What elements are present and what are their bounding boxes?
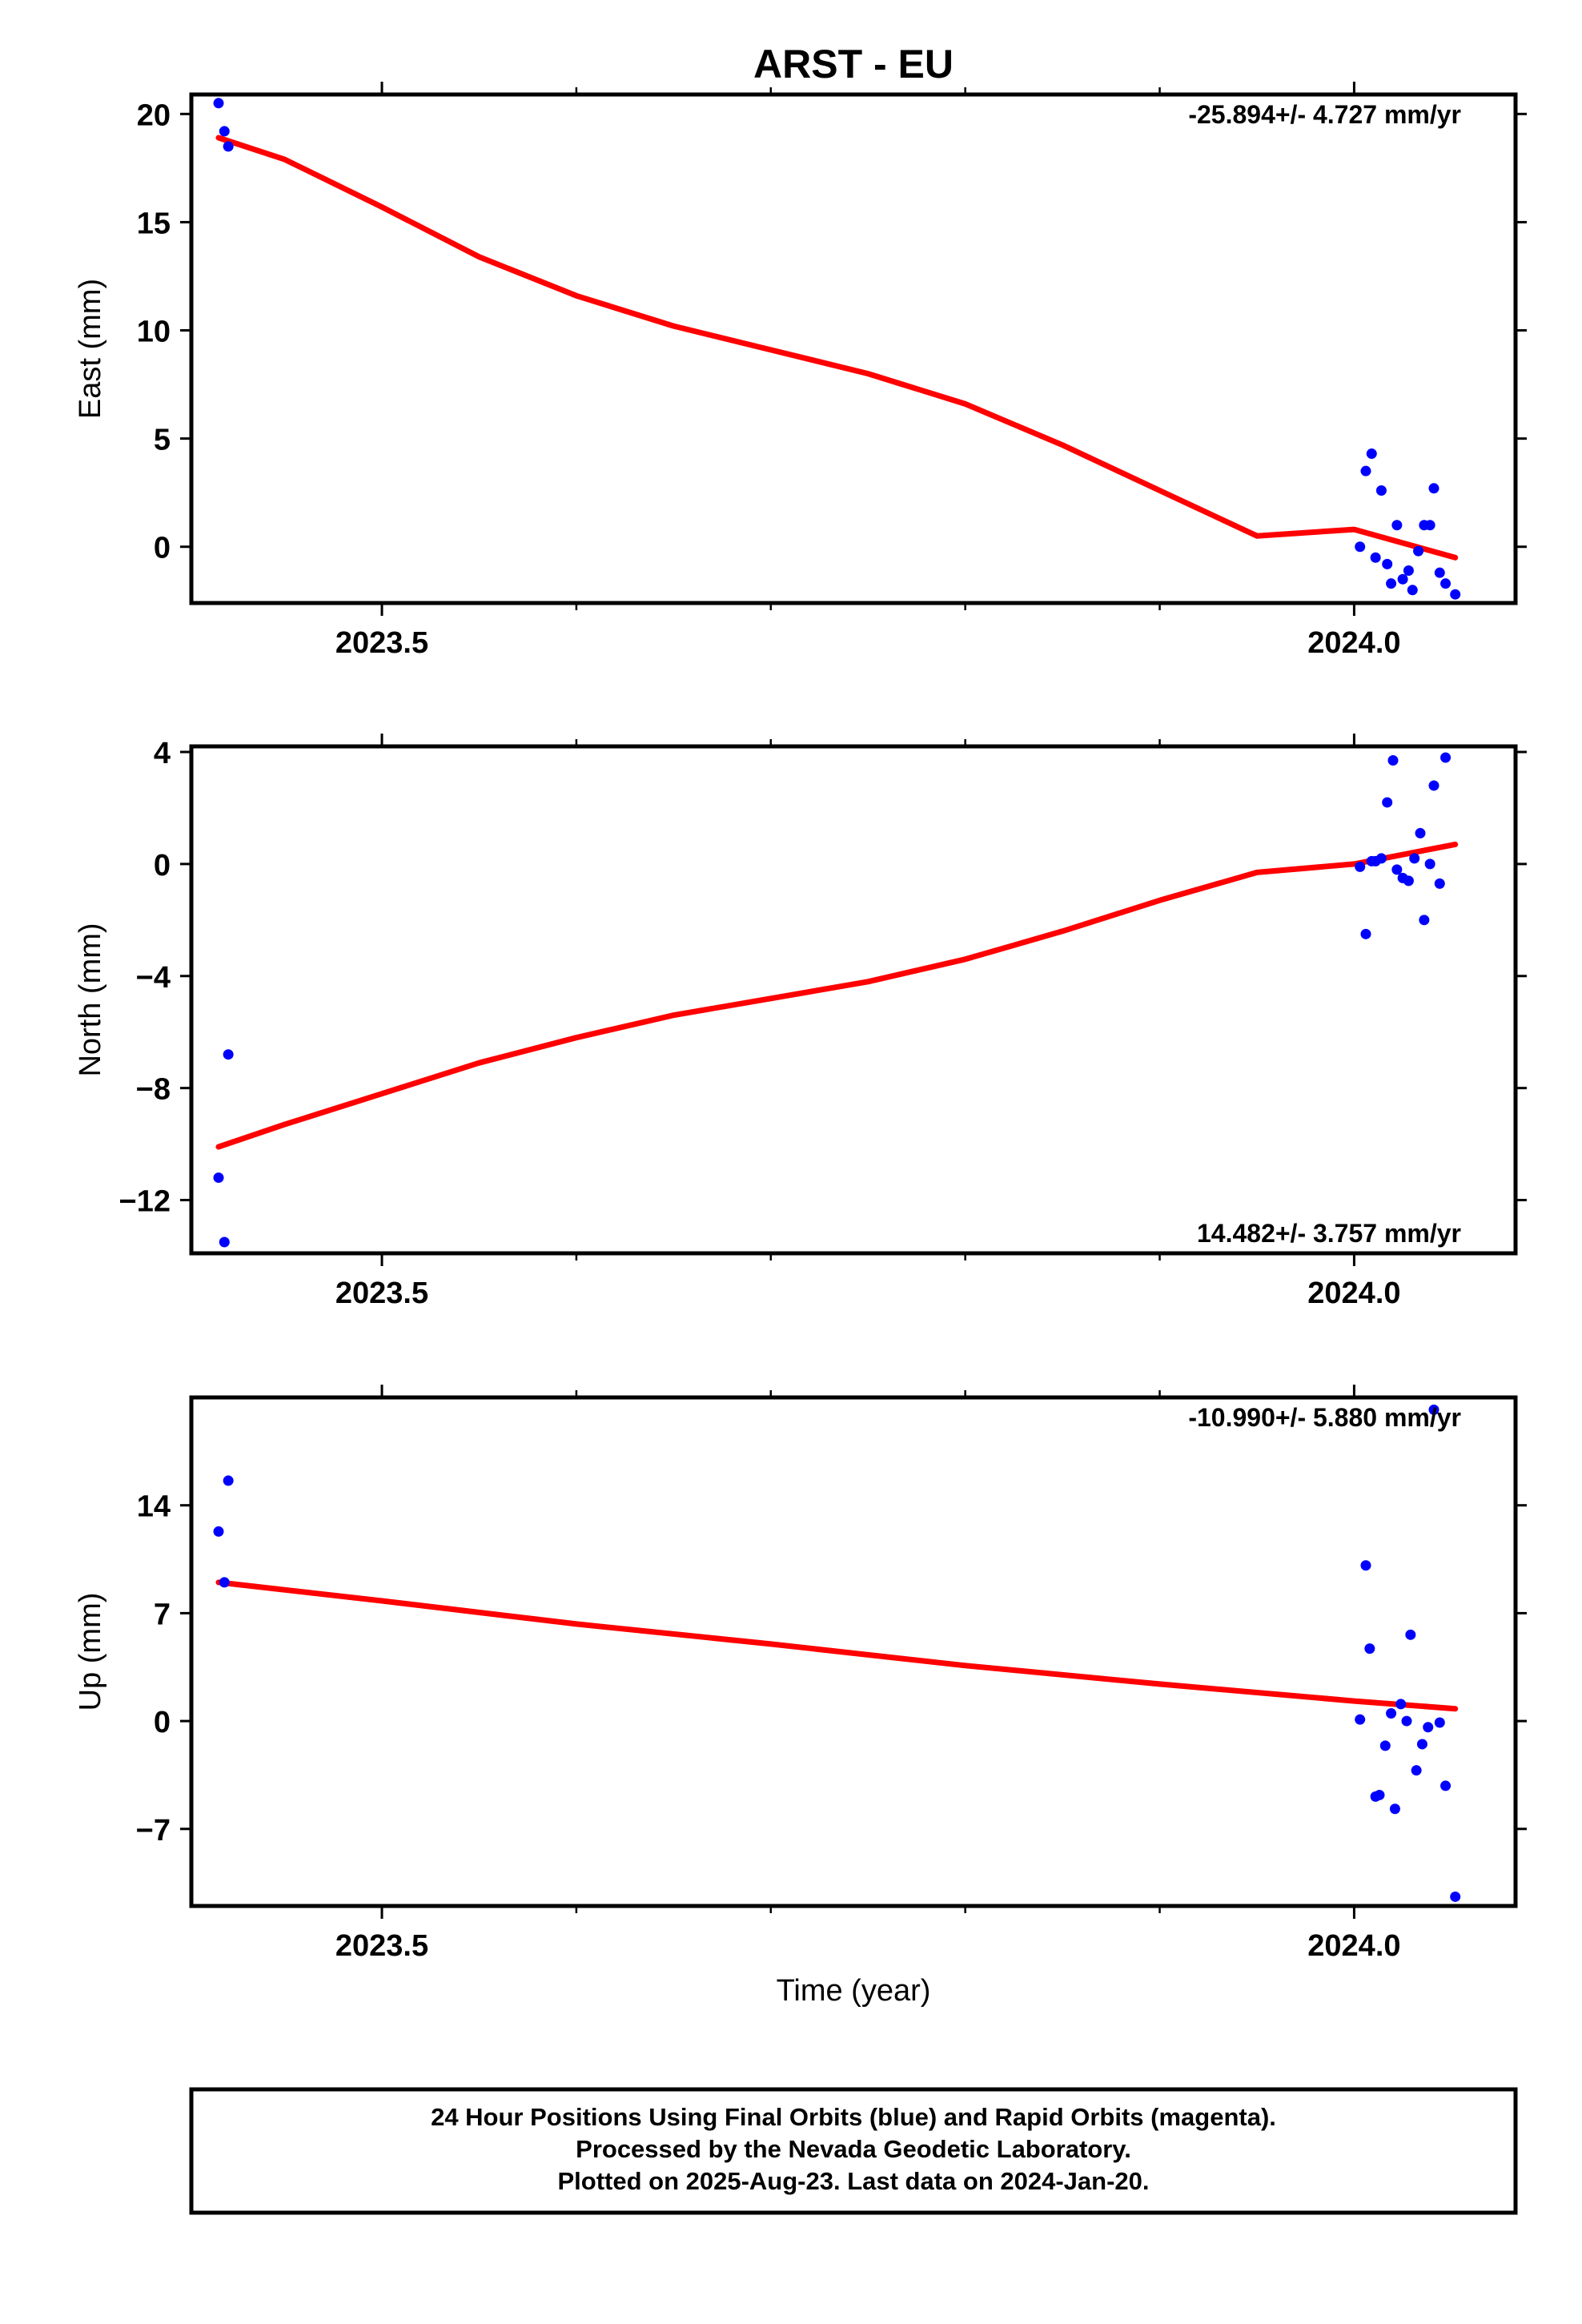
north-data-point: [1375, 853, 1387, 864]
east-data-point: [1360, 465, 1371, 476]
up-panel: −7 0 7 14 2023.5 2024.0 -10.990+/- 5.880 mm/yr…: [74, 1385, 1527, 1963]
north-rate-label: 14.482+/- 3.757 mm/yr: [1197, 1219, 1461, 1248]
up-data-point: [1355, 1714, 1366, 1725]
east-data-point: [213, 98, 224, 109]
north-data-point: [1428, 780, 1439, 791]
east-ytick-label: 0: [154, 532, 171, 565]
chart-title: ARST - EU: [753, 42, 954, 86]
up-data-point: [1386, 1707, 1397, 1719]
up-data-point: [1450, 1891, 1461, 1902]
up-data-point: [1360, 1560, 1371, 1571]
east-data-point: [1424, 520, 1435, 531]
north-ytick-label: 4: [154, 737, 171, 770]
up-data-point: [219, 1577, 230, 1588]
east-ytick-label: 10: [137, 316, 171, 349]
east-data-point: [1366, 448, 1377, 460]
up-frame: [189, 1395, 1518, 1908]
east-data-point: [1382, 558, 1393, 569]
north-data-point: [1382, 797, 1393, 808]
up-data-point: [223, 1475, 234, 1486]
up-ytick-label: 14: [137, 1490, 171, 1524]
east-data-point: [1391, 520, 1403, 531]
north-data-point: [1440, 752, 1452, 763]
east-data-point: [1450, 589, 1461, 600]
up-ytick-label: 0: [154, 1706, 171, 1739]
up-data-point: [1364, 1643, 1375, 1655]
east-rate-label: -25.894+/- 4.727 mm/yr: [1188, 100, 1461, 129]
up-data-point: [1374, 1789, 1385, 1800]
up-data-point: [1389, 1803, 1400, 1815]
east-data-point: [223, 141, 234, 152]
north-ytick-label: 0: [154, 849, 171, 883]
east-data-point: [1434, 567, 1445, 578]
north-xtick-label: 2023.5: [335, 1277, 428, 1310]
east-data-point: [1440, 578, 1452, 589]
up-data-point: [213, 1526, 224, 1537]
up-data-point: [1428, 1404, 1439, 1415]
north-panel: −12 −8 −4 0 4 2023.5 2024.0 14.482+/- 3.757 mm/…: [74, 734, 1527, 1310]
east-data-point: [1407, 585, 1418, 596]
north-data-point: [1424, 858, 1435, 870]
up-data-point: [1401, 1715, 1412, 1727]
north-data-point: [1403, 875, 1414, 887]
north-ytick-label: −12: [119, 1185, 171, 1219]
north-ytick-label: −8: [136, 1073, 171, 1107]
east-data-point: [1386, 578, 1397, 589]
east-data-point: [1375, 485, 1387, 496]
up-data-point: [1405, 1629, 1416, 1640]
north-data-point: [1387, 754, 1399, 766]
north-xtick-label: 2024.0: [1307, 1277, 1400, 1310]
up-data-point: [1440, 1780, 1452, 1791]
east-ytick-label: 15: [137, 207, 171, 240]
x-axis-label: Time (year): [777, 1974, 931, 2008]
north-data-point: [1355, 861, 1366, 872]
north-frame: [189, 744, 1518, 1256]
footer-line-1: 24 Hour Positions Using Final Orbits (bl…: [431, 2103, 1276, 2131]
east-ylabel: East (mm): [74, 279, 107, 419]
up-data-point: [1395, 1699, 1407, 1710]
east-fit-line: [215, 135, 1459, 561]
up-ytick-label: −7: [136, 1814, 171, 1848]
north-data-point: [1415, 827, 1426, 838]
north-data-point: [213, 1172, 224, 1184]
up-data-point: [1423, 1722, 1434, 1733]
north-ytick-label: −4: [136, 961, 171, 995]
east-frame: [189, 92, 1518, 605]
east-ytick-label: 5: [154, 424, 171, 457]
east-data-point: [1355, 541, 1366, 553]
up-xtick-label: 2023.5: [335, 1929, 428, 1963]
north-data-point: [1360, 928, 1371, 939]
east-xtick-label: 2023.5: [335, 626, 428, 660]
north-data-point: [1391, 864, 1403, 875]
up-data-point: [1379, 1740, 1391, 1751]
east-data-point: [1428, 483, 1439, 494]
north-ylabel: North (mm): [74, 923, 107, 1076]
east-data-point: [219, 126, 230, 137]
up-data-point: [1416, 1739, 1427, 1750]
up-ylabel: Up (mm): [74, 1593, 107, 1711]
north-data-point: [223, 1049, 234, 1060]
east-panel: 0 5 10 15 20 2023.5 2024.0 -25.894+/- 4.727 mm/…: [74, 82, 1527, 660]
north-fit-line: [215, 841, 1459, 1150]
north-data-point: [1409, 853, 1420, 864]
east-data-point: [1413, 545, 1424, 557]
up-data-point: [1411, 1765, 1422, 1776]
east-data-point: [1403, 565, 1414, 576]
up-xtick-label: 2024.0: [1307, 1929, 1400, 1963]
east-xtick-label: 2024.0: [1307, 626, 1400, 660]
footer-line-2: Processed by the Nevada Geodetic Laborat…: [576, 2135, 1131, 2163]
north-data-point: [1419, 915, 1430, 926]
east-ytick-label: 20: [137, 99, 171, 132]
east-data-point: [1370, 552, 1381, 563]
east-data-point: [1397, 573, 1408, 585]
up-rate-label: -10.990+/- 5.880 mm/yr: [1188, 1403, 1461, 1432]
up-ytick-label: 7: [154, 1598, 171, 1631]
footer-line-3: Plotted on 2025-Aug-23. Last data on 202…: [557, 2167, 1149, 2195]
footer-box: 24 Hour Positions Using Final Orbits (bl…: [189, 2087, 1518, 2215]
north-data-point: [219, 1236, 230, 1248]
north-data-point: [1434, 878, 1445, 889]
up-fit-line: [215, 1579, 1459, 1712]
up-data-point: [1434, 1717, 1445, 1728]
